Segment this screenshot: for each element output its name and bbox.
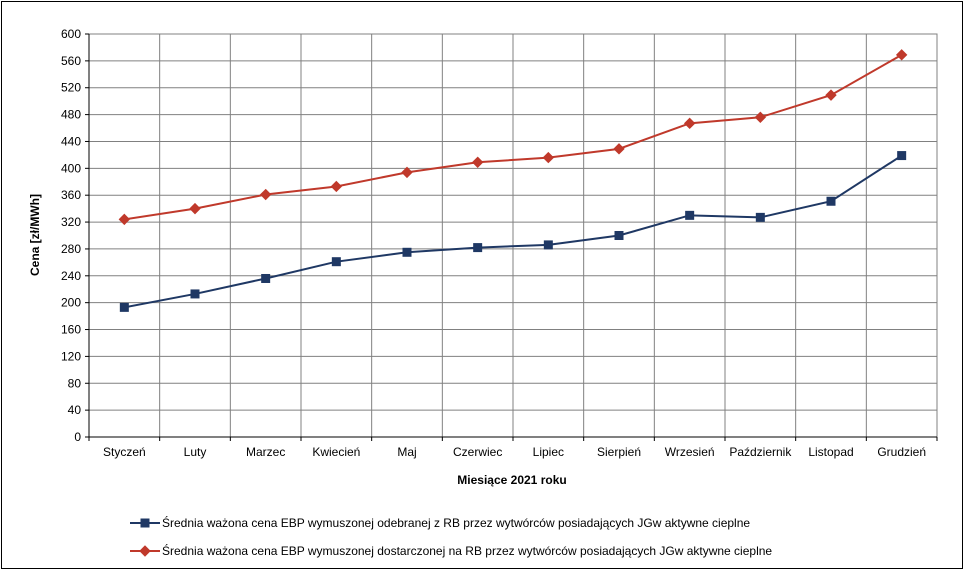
data-point [755, 212, 765, 222]
data-point [683, 117, 696, 130]
y-tick-label: 280 [61, 242, 81, 256]
y-tick-label: 400 [61, 161, 81, 175]
y-tick-label: 600 [61, 27, 81, 41]
x-tick-label: Wrzesień [665, 445, 715, 459]
data-point [401, 166, 413, 179]
data-point [190, 289, 200, 299]
data-point [261, 273, 271, 283]
data-point [330, 180, 343, 193]
x-tick-label: Luty [184, 445, 207, 459]
y-tick-label: 520 [61, 81, 81, 95]
series-markers [118, 49, 908, 312]
x-tick-label: Grudzień [877, 445, 926, 459]
y-axis-label: Cena [zł/MWh] [28, 194, 42, 276]
x-tick-label: Maj [397, 445, 416, 459]
x-tick-label: Czerwiec [453, 445, 502, 459]
y-tick-label: 160 [61, 323, 81, 337]
data-point [331, 257, 341, 267]
data-point [897, 151, 907, 161]
x-tick-label: Styczeń [103, 445, 146, 459]
legend-marker [140, 518, 150, 528]
grid [88, 33, 938, 438]
y-tick-label: 440 [61, 134, 81, 148]
legend-marker [139, 545, 151, 557]
y-tick-label: 40 [68, 403, 82, 417]
y-tick-label: 200 [61, 296, 81, 310]
series-line-2 [124, 53, 903, 221]
y-tick-label: 0 [74, 430, 81, 444]
x-tick-label: Kwiecień [312, 445, 360, 459]
x-tick-label: Sierpień [597, 445, 641, 459]
data-point [471, 156, 484, 168]
x-tick-label: Lipiec [533, 445, 564, 459]
data-point [895, 49, 908, 61]
legend-entry-1: Średnia ważona cena EBP wymuszonej odebr… [162, 515, 750, 530]
x-tick-label: Październik [729, 445, 792, 459]
data-point [543, 240, 553, 250]
y-tick-labels: 0 40 80 120 160 200 240 280 320 360 400 440 480 520 56… [61, 27, 81, 444]
data-point [685, 210, 695, 220]
legend-entry-2: Średnia ważona cena EBP wymuszonej dosta… [162, 543, 772, 558]
data-point [826, 196, 836, 206]
x-tick-label: Marzec [246, 445, 285, 459]
y-tick-label: 320 [61, 215, 81, 229]
data-point [119, 302, 129, 312]
data-point [402, 247, 412, 257]
y-tick-label: 80 [68, 376, 82, 390]
y-tick-label: 480 [61, 108, 81, 122]
data-point [259, 188, 272, 201]
legend: Średnia ważona cena EBP wymuszonej odebr… [130, 515, 772, 558]
x-tick-labels: Styczeń Luty Marzec Kwiecień Maj Czerwiec Lipi… [103, 445, 926, 459]
y-tick-label: 360 [61, 188, 81, 202]
data-point [542, 151, 555, 164]
y-tick-label: 240 [61, 269, 81, 283]
y-tick-label: 120 [61, 349, 81, 363]
x-axis-label: Miesiące 2021 roku [457, 473, 566, 487]
series-lines [124, 53, 903, 309]
data-point [118, 213, 131, 226]
data-point [825, 89, 837, 101]
x-tick-label: Listopad [808, 445, 853, 459]
data-point [189, 202, 201, 215]
axes [85, 33, 938, 441]
data-point [754, 111, 767, 123]
y-tick-label: 560 [61, 54, 81, 68]
data-point [473, 243, 483, 253]
data-point [614, 231, 624, 240]
data-point [613, 143, 625, 155]
series-line-1 [124, 154, 903, 309]
